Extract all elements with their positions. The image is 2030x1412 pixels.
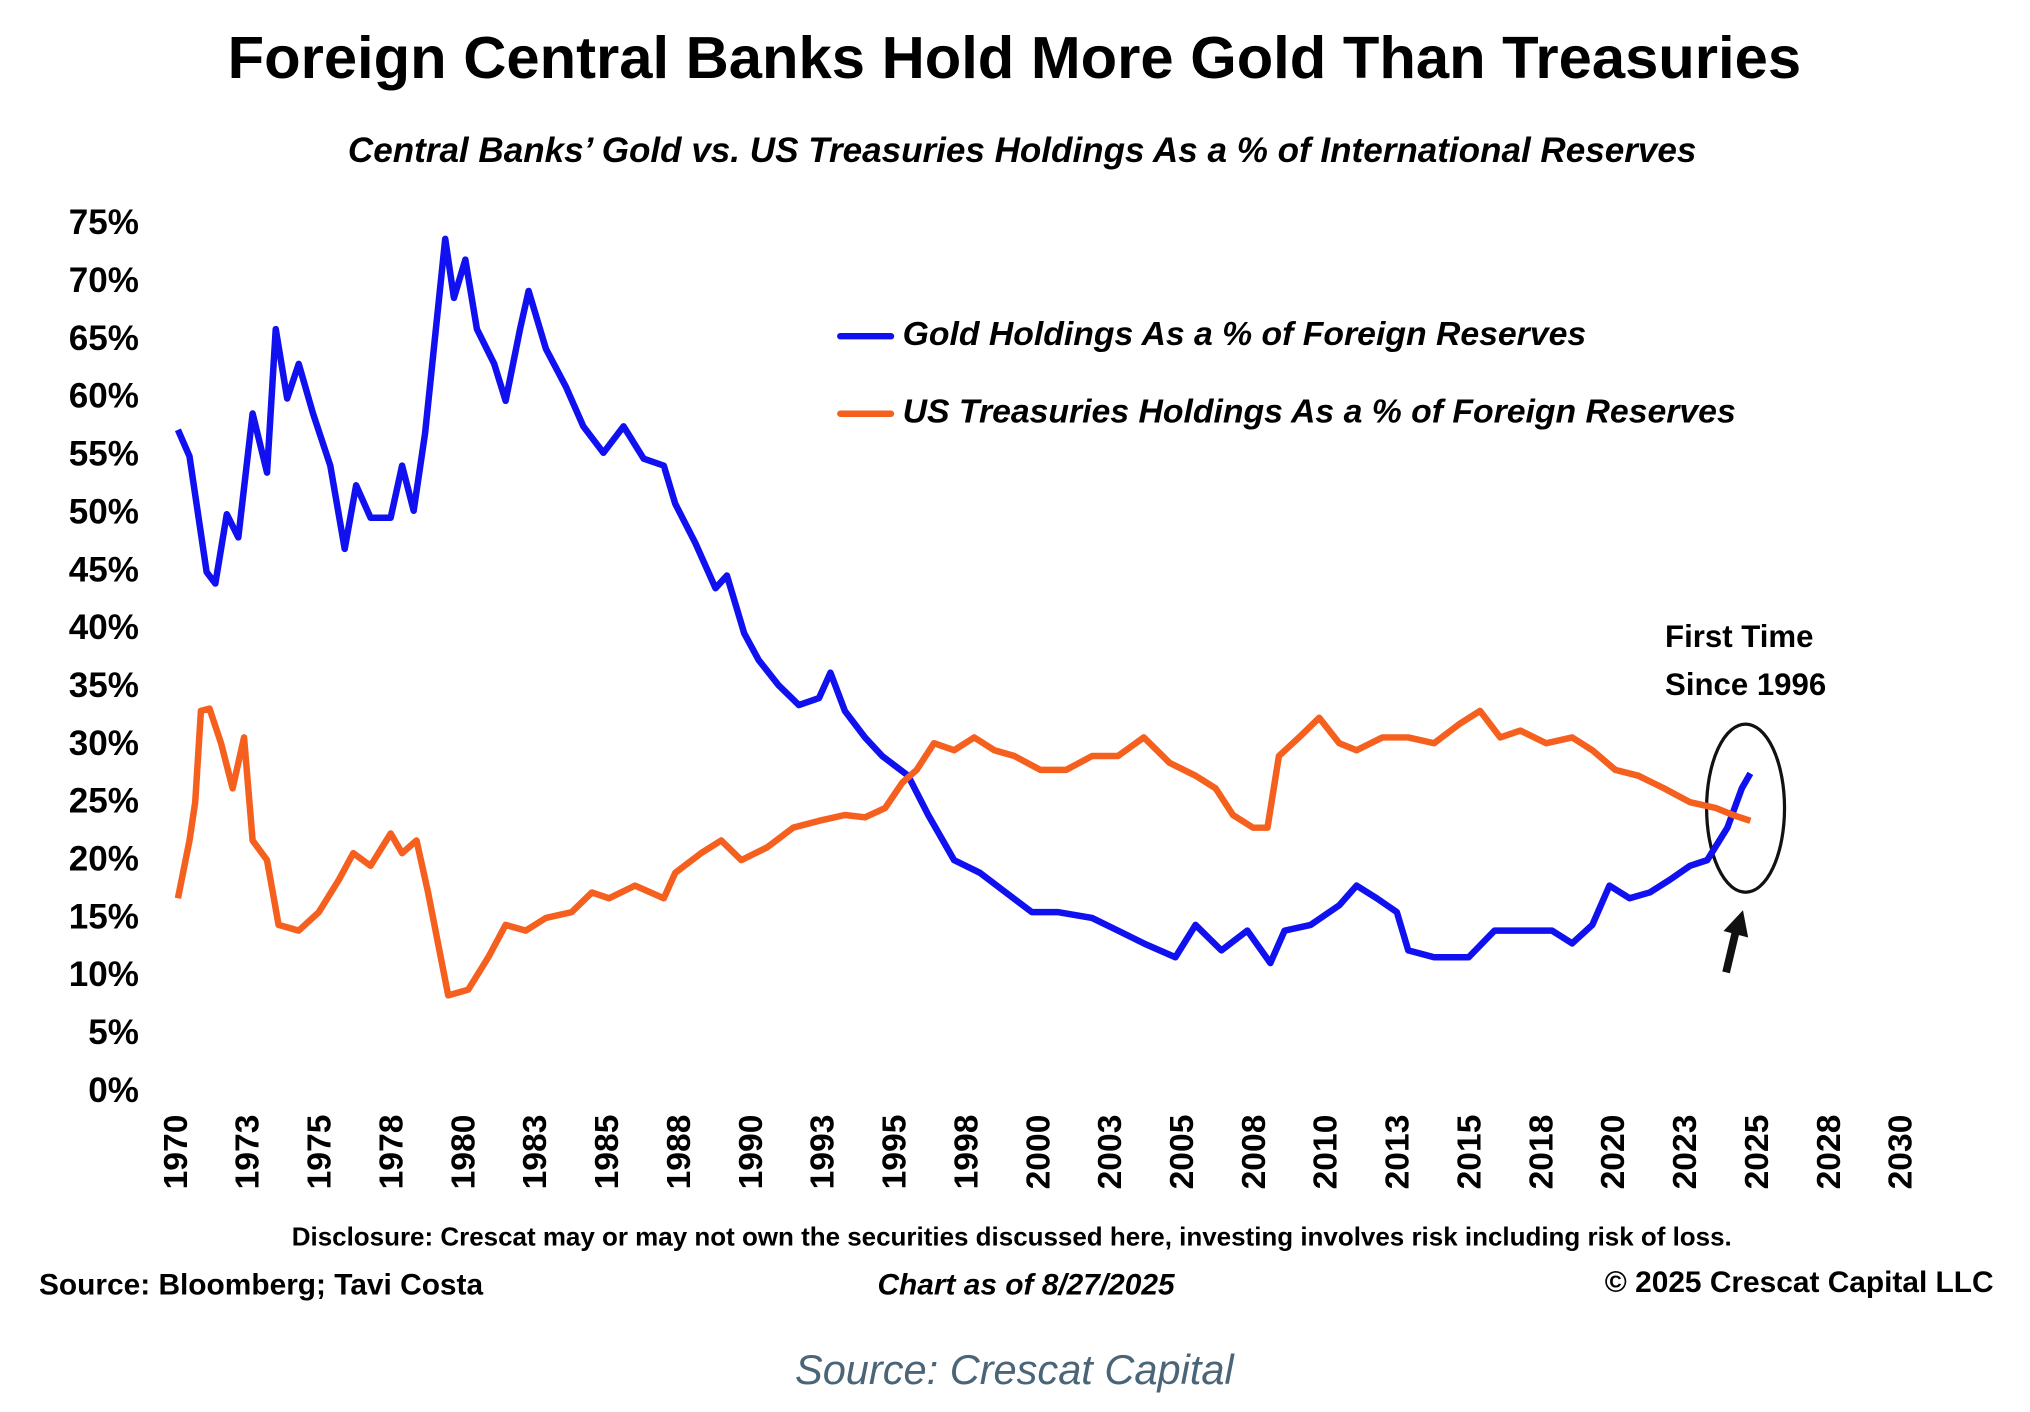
arrow-shaft bbox=[1722, 927, 1741, 974]
y-tick-label: 20% bbox=[69, 840, 139, 879]
x-tick-label: 2005 bbox=[1164, 1115, 1201, 1190]
x-tick-label: 1978 bbox=[373, 1115, 410, 1190]
x-tick-label: 1980 bbox=[445, 1115, 482, 1190]
x-tick-label: 1985 bbox=[589, 1115, 626, 1190]
x-tick-label: 2000 bbox=[1020, 1115, 1057, 1190]
annotation: First Time bbox=[1665, 619, 1813, 654]
x-tick-label: 2023 bbox=[1667, 1115, 1704, 1190]
y-tick-label: 5% bbox=[88, 1013, 139, 1052]
x-tick-label: 1973 bbox=[230, 1115, 267, 1190]
x-tick-label: 2010 bbox=[1308, 1115, 1345, 1190]
x-tick-label: 2008 bbox=[1236, 1115, 1273, 1190]
annotation: Since 1996 bbox=[1665, 667, 1826, 702]
x-tick-label: 2018 bbox=[1523, 1115, 1560, 1190]
disclosure: Disclosure: Crescat may or may not own t… bbox=[292, 1224, 1732, 1252]
x-tick-label: 2013 bbox=[1380, 1115, 1417, 1190]
x-tick-label: 1995 bbox=[876, 1115, 913, 1190]
series-line bbox=[174, 705, 1752, 999]
arrow-head bbox=[1723, 910, 1749, 938]
y-tick-label: 15% bbox=[69, 897, 139, 936]
y-tick-label: 25% bbox=[69, 782, 139, 821]
y-tick-label: 35% bbox=[69, 666, 139, 705]
y-tick-label: 30% bbox=[69, 724, 139, 763]
y-tick-label: 70% bbox=[69, 261, 139, 300]
x-tick-label: 2003 bbox=[1092, 1115, 1129, 1190]
legend-label: US Treasuries Holdings As a % of Foreign… bbox=[903, 394, 1736, 431]
x-tick-label: 1983 bbox=[517, 1115, 554, 1190]
x-tick-label: 2025 bbox=[1739, 1115, 1776, 1190]
y-tick-label: 45% bbox=[69, 550, 139, 589]
chart-date: Chart as of 8/27/2025 bbox=[877, 1268, 1175, 1301]
y-tick-label: 40% bbox=[69, 608, 139, 647]
y-tick-label: 50% bbox=[69, 492, 139, 531]
x-tick-label: 1988 bbox=[661, 1115, 698, 1190]
chart-subtitle: Central Banks’ Gold vs. US Treasuries Ho… bbox=[348, 131, 1696, 170]
x-tick-label: 1970 bbox=[158, 1115, 195, 1190]
x-tick-label: 1993 bbox=[805, 1115, 842, 1190]
y-tick-label: 0% bbox=[88, 1071, 139, 1110]
x-tick-label: 1975 bbox=[302, 1115, 339, 1190]
series-line bbox=[174, 235, 1754, 967]
y-tick-label: 60% bbox=[69, 377, 139, 416]
x-tick-label: 2020 bbox=[1595, 1115, 1632, 1190]
x-tick-label: 2030 bbox=[1883, 1115, 1920, 1190]
y-tick-label: 55% bbox=[69, 435, 139, 474]
x-tick-label: 2015 bbox=[1451, 1115, 1488, 1190]
x-tick-label: 1990 bbox=[733, 1115, 770, 1190]
x-tick-label: 1998 bbox=[948, 1115, 985, 1190]
caption: Source: Crescat Capital bbox=[795, 1346, 1236, 1393]
copyright: © 2025 Crescat Capital LLC bbox=[1605, 1266, 1994, 1299]
x-tick-label: 2028 bbox=[1811, 1115, 1848, 1190]
legend-label: Gold Holdings As a % of Foreign Reserves bbox=[903, 316, 1587, 353]
source: Source: Bloomberg; Tavi Costa bbox=[39, 1268, 484, 1301]
y-tick-label: 10% bbox=[69, 955, 139, 994]
y-tick-label: 75% bbox=[69, 203, 139, 242]
y-tick-label: 65% bbox=[69, 319, 139, 358]
chart-title: Foreign Central Banks Hold More Gold Tha… bbox=[228, 24, 1801, 91]
